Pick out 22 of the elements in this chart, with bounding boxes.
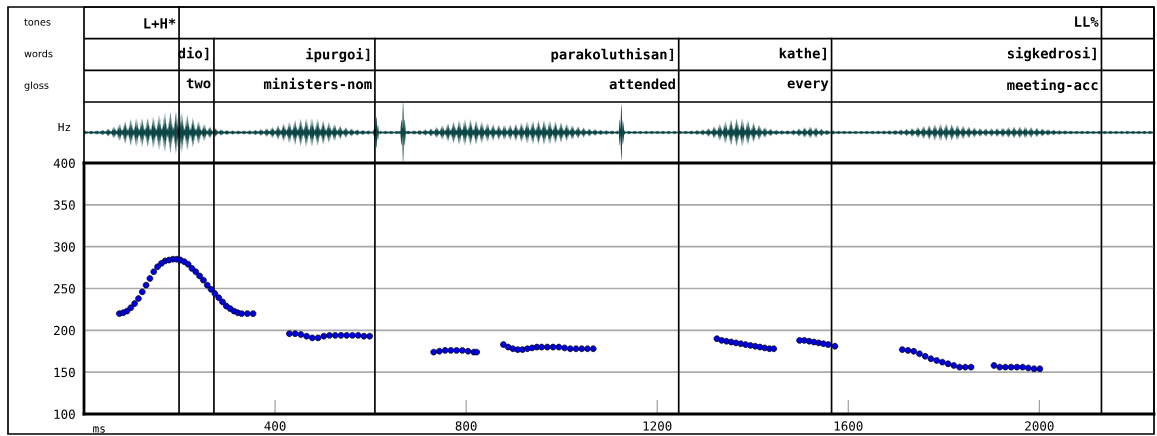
- text: tones: [24, 18, 51, 26]
- y-tick-label: 400: [53, 158, 75, 168]
- x-axis-title: ms: [93, 426, 105, 433]
- x-tick-label: 400: [264, 421, 286, 431]
- ref-line-label: parakoluthisan] attended: [551, 47, 675, 90]
- y-axis-title: Hz: [58, 122, 71, 132]
- x-tick-label: 1200: [643, 421, 672, 431]
- y-tick-label: 350: [53, 200, 75, 210]
- x-tick-label: 2000: [1025, 421, 1054, 431]
- y-tick-label: 200: [54, 325, 75, 336]
- ref-line-label: L+H*: [144, 18, 176, 29]
- text: LL% sigkedrosi] meeting-acc: [1007, 16, 1099, 93]
- y-tick-label: 250: [54, 284, 75, 294]
- text: kathe] every: [779, 47, 829, 92]
- text: words: [24, 49, 53, 58]
- y-tick-label: 100: [54, 409, 75, 419]
- x-tick-label: 800: [455, 421, 477, 431]
- ref-line-label: ipurgoi] ministers-nom: [263, 47, 372, 90]
- text: gloss: [24, 81, 49, 91]
- y-tick-label: 300: [53, 242, 75, 252]
- x-tick-label: 1600: [834, 421, 863, 431]
- y-tick-label: 150: [54, 367, 75, 378]
